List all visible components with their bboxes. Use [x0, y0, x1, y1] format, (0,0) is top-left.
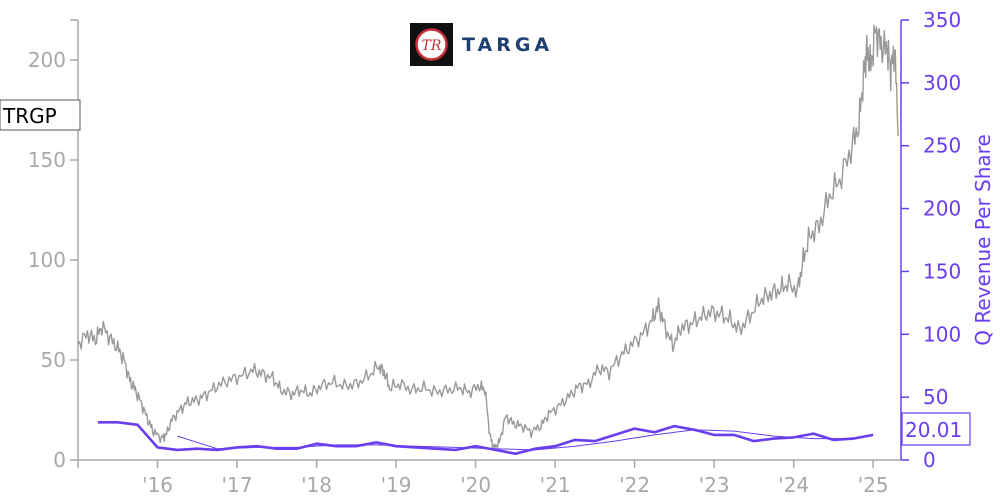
- right-axis-title: Q Revenue Per Share: [971, 134, 995, 346]
- x-axis-tick-label: '25: [858, 473, 889, 497]
- right-axis-tick-label: 350: [923, 8, 961, 32]
- company-logo: TR TARGA: [410, 23, 553, 66]
- left-axis-tick-label: 200: [28, 48, 66, 72]
- revenue-trend-line: [177, 429, 854, 451]
- x-axis-tick-label: '18: [301, 473, 332, 497]
- last-value-box: [901, 412, 971, 446]
- x-axis-tick-label: '17: [222, 473, 253, 497]
- x-axis-tick-label: '16: [142, 473, 173, 497]
- last-value-label: 20.01: [905, 418, 962, 442]
- left-axis-tick-label: 50: [41, 348, 66, 372]
- x-axis-tick-label: '20: [460, 473, 491, 497]
- x-axis-tick-label: '24: [778, 473, 809, 497]
- ticker-label-box: [0, 99, 81, 131]
- right-axis-tick-label: 0: [923, 448, 936, 472]
- x-axis-tick-label: '22: [619, 473, 650, 497]
- left-axis-tick-label: 0: [53, 448, 66, 472]
- right-axis-tick-label: 250: [923, 134, 961, 158]
- logo-ring: [415, 28, 448, 61]
- x-axis-tick-label: '19: [381, 473, 412, 497]
- right-axis-tick-label: 50: [923, 385, 948, 409]
- ticker-label: TRGP: [2, 104, 57, 128]
- right-axis-tick-label: 200: [923, 197, 961, 221]
- logo-wordmark: TARGA: [462, 34, 553, 56]
- x-axis-tick-label: '21: [540, 473, 571, 497]
- left-axis-tick-label: 100: [28, 248, 66, 272]
- x-axis-tick-label: '23: [699, 473, 730, 497]
- logo-monogram: TR: [422, 38, 442, 54]
- price-series-line: [77, 24, 900, 450]
- left-axis-tick-label: 150: [28, 148, 66, 172]
- right-axis-tick-label: 150: [923, 259, 961, 283]
- right-axis-tick-label: 300: [923, 71, 961, 95]
- revenue-per-share-line: [97, 420, 874, 456]
- right-axis-tick-label: 100: [923, 322, 961, 346]
